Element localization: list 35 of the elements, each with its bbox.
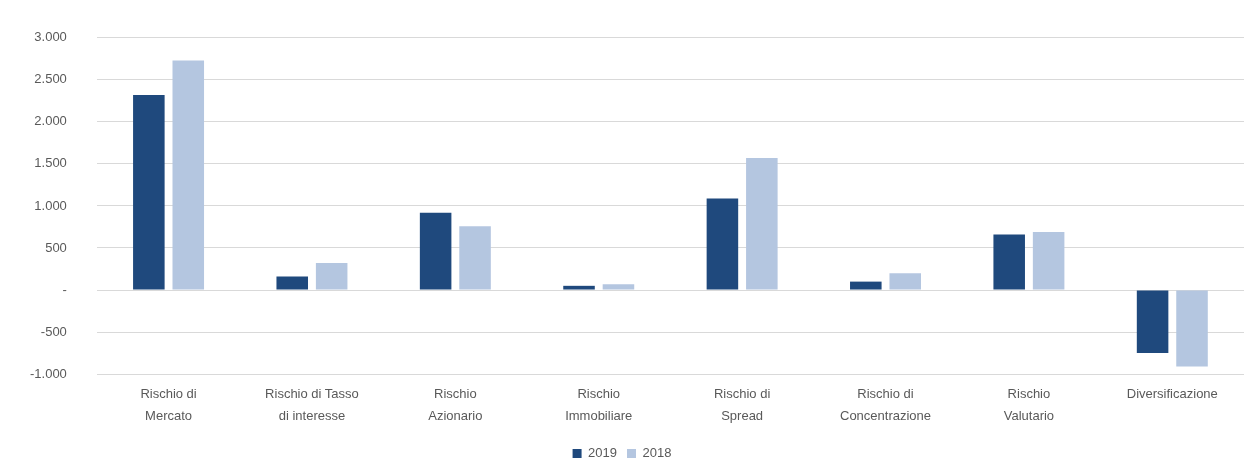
y-tick-label: 1.000	[34, 197, 67, 213]
bar	[1136, 290, 1169, 354]
x-tick-label: Rischio di Spread	[713, 386, 771, 423]
y-tick-label: 3.000	[34, 29, 67, 45]
legend-label: 2019	[588, 445, 617, 461]
bar	[276, 276, 309, 290]
legend-label: 2018	[642, 445, 672, 461]
bar	[889, 273, 922, 290]
bar	[1032, 232, 1065, 290]
y-tick-label: 2.000	[34, 113, 67, 129]
y-tick-label: 1.500	[34, 155, 67, 171]
x-tick-label: Rischio di Tasso di interesse	[265, 386, 359, 423]
y-tick-label: -1.000	[29, 365, 67, 381]
bar	[459, 226, 491, 290]
x-tick-label: Rischio Immobiliare	[565, 386, 633, 423]
bar	[563, 285, 595, 290]
bar	[993, 234, 1025, 290]
y-tick-label: -	[62, 281, 67, 297]
bar	[1176, 290, 1208, 367]
bar	[315, 263, 348, 290]
x-tick-label: Rischio di Mercato	[140, 386, 197, 423]
bar	[706, 198, 739, 290]
x-tick-label: Rischio Azionario	[428, 386, 483, 423]
x-tick-label: Rischio di Concentrazione	[839, 386, 932, 423]
bar	[133, 94, 165, 290]
x-tick-label: Rischio Valutario	[1003, 386, 1055, 423]
y-tick-label: 2.500	[34, 71, 67, 87]
bar	[850, 281, 882, 290]
bar	[746, 158, 778, 290]
bar	[419, 212, 452, 290]
bar	[172, 60, 205, 290]
y-tick-label: 500	[45, 239, 67, 255]
y-tick-label: -500	[40, 323, 67, 339]
bar	[602, 284, 635, 290]
x-tick-label: Diversificazione	[1126, 386, 1218, 402]
